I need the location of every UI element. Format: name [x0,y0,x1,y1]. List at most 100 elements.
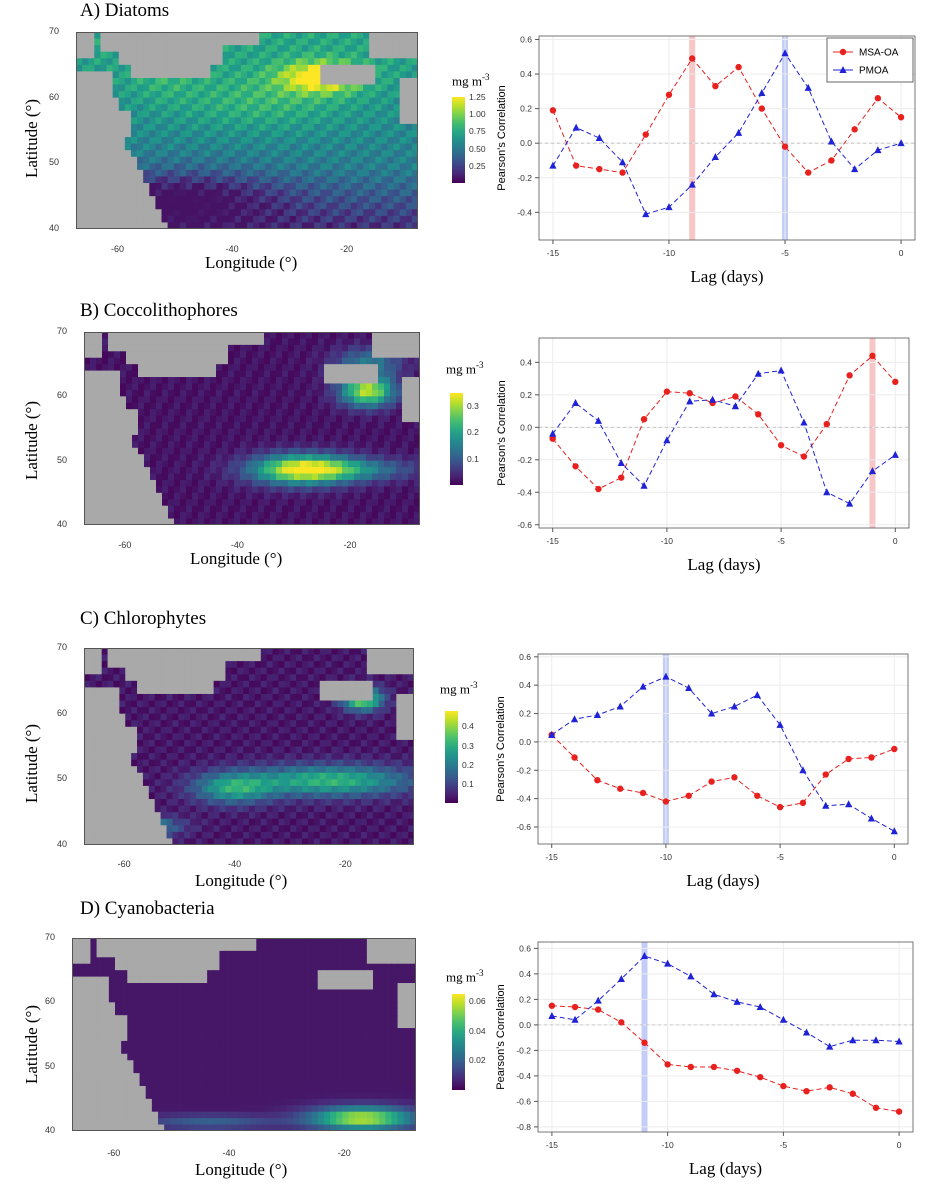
ocean-cell [255,760,261,767]
ocean-cell [204,170,211,177]
ocean-cell [324,461,331,468]
ocean-cell [402,760,408,767]
ocean-cell [180,499,187,506]
ocean-cell [379,714,385,721]
ocean-cell [255,747,261,754]
ocean-cell [168,448,175,455]
land-cell [90,720,96,727]
ocean-cell [300,435,307,442]
ocean-cell [400,71,407,78]
ocean-cell [258,416,265,423]
land-cell [96,786,102,793]
ocean-cell [326,32,333,39]
ocean-cell [339,58,346,65]
ocean-cell [320,170,327,177]
ocean-cell [204,131,211,138]
ocean-cell [113,52,120,59]
ocean-cell [387,144,394,151]
ocean-cell [174,499,181,506]
ocean-cell [302,52,309,59]
ocean-cell [258,454,265,461]
ocean-cell [253,111,260,118]
land-cell [324,377,331,384]
ocean-cell [288,480,295,487]
land-cell [184,687,190,694]
land-cell [120,486,127,493]
ocean-cell [172,720,178,727]
land-cell [204,39,211,46]
ocean-cell [155,714,161,721]
ocean-cell [402,687,408,694]
land-cell [131,163,138,170]
ocean-cell [161,740,167,747]
ocean-cell [384,429,391,436]
ocean-cell [229,216,236,223]
ocean-cell [216,506,223,513]
ocean-cell [284,58,291,65]
ocean-cell [284,779,290,786]
land-cell [125,668,131,675]
ocean-cell [363,45,370,52]
ocean-cell [288,467,295,474]
ocean-cell [210,98,217,105]
land-cell [94,117,101,124]
land-cell [172,687,178,694]
ocean-cell [243,747,249,754]
ocean-cell [100,65,107,72]
ocean-cell [363,32,370,39]
ocean-cell [278,779,284,786]
ocean-cell [259,39,266,46]
ocean-cell [168,461,175,468]
ocean-cell [330,467,337,474]
ocean-cell [168,422,175,429]
land-cell [120,448,127,455]
ocean-cell [235,137,242,144]
ocean-cell [366,493,373,500]
ocean-cell [198,390,205,397]
ocean-cell [192,196,199,203]
ocean-cell [381,71,388,78]
land-cell [168,371,175,378]
land-cell [174,358,181,365]
land-cell [332,694,338,701]
ocean-cell [385,792,391,799]
ocean-cell [174,196,181,203]
ocean-cell [296,760,302,767]
land-cell [210,364,217,371]
ocean-cell [228,512,235,519]
ocean-cell [366,345,373,352]
ocean-cell [240,454,247,461]
ocean-cell [296,150,303,157]
ocean-cell [379,792,385,799]
ocean-cell [343,661,349,668]
ocean-cell [276,396,283,403]
ocean-cell [167,792,173,799]
ocean-cell [296,216,303,223]
ocean-cell [379,799,385,806]
ocean-cell [288,506,295,513]
ocean-cell [220,806,226,813]
ocean-cell [184,792,190,799]
ocean-cell [384,474,391,481]
land-cell [149,65,156,72]
ocean-cell [396,467,403,474]
ocean-cell [214,687,220,694]
ocean-cell [284,792,290,799]
ocean-cell [408,480,415,487]
land-cell [120,454,127,461]
ocean-cell [324,422,331,429]
ocean-cell [265,117,272,124]
ocean-cell [235,45,242,52]
ocean-cell [180,429,187,436]
ocean-cell [210,422,217,429]
ocean-cell [290,733,296,740]
ocean-cell [308,773,314,780]
ocean-cell [172,786,178,793]
colorbar-tick: 0.25 [469,161,486,171]
land-cell [125,117,132,124]
ocean-cell [137,766,143,773]
land-cell [345,78,352,85]
ocean-cell [210,144,217,151]
ocean-cell [88,65,95,72]
ocean-cell [385,760,391,767]
